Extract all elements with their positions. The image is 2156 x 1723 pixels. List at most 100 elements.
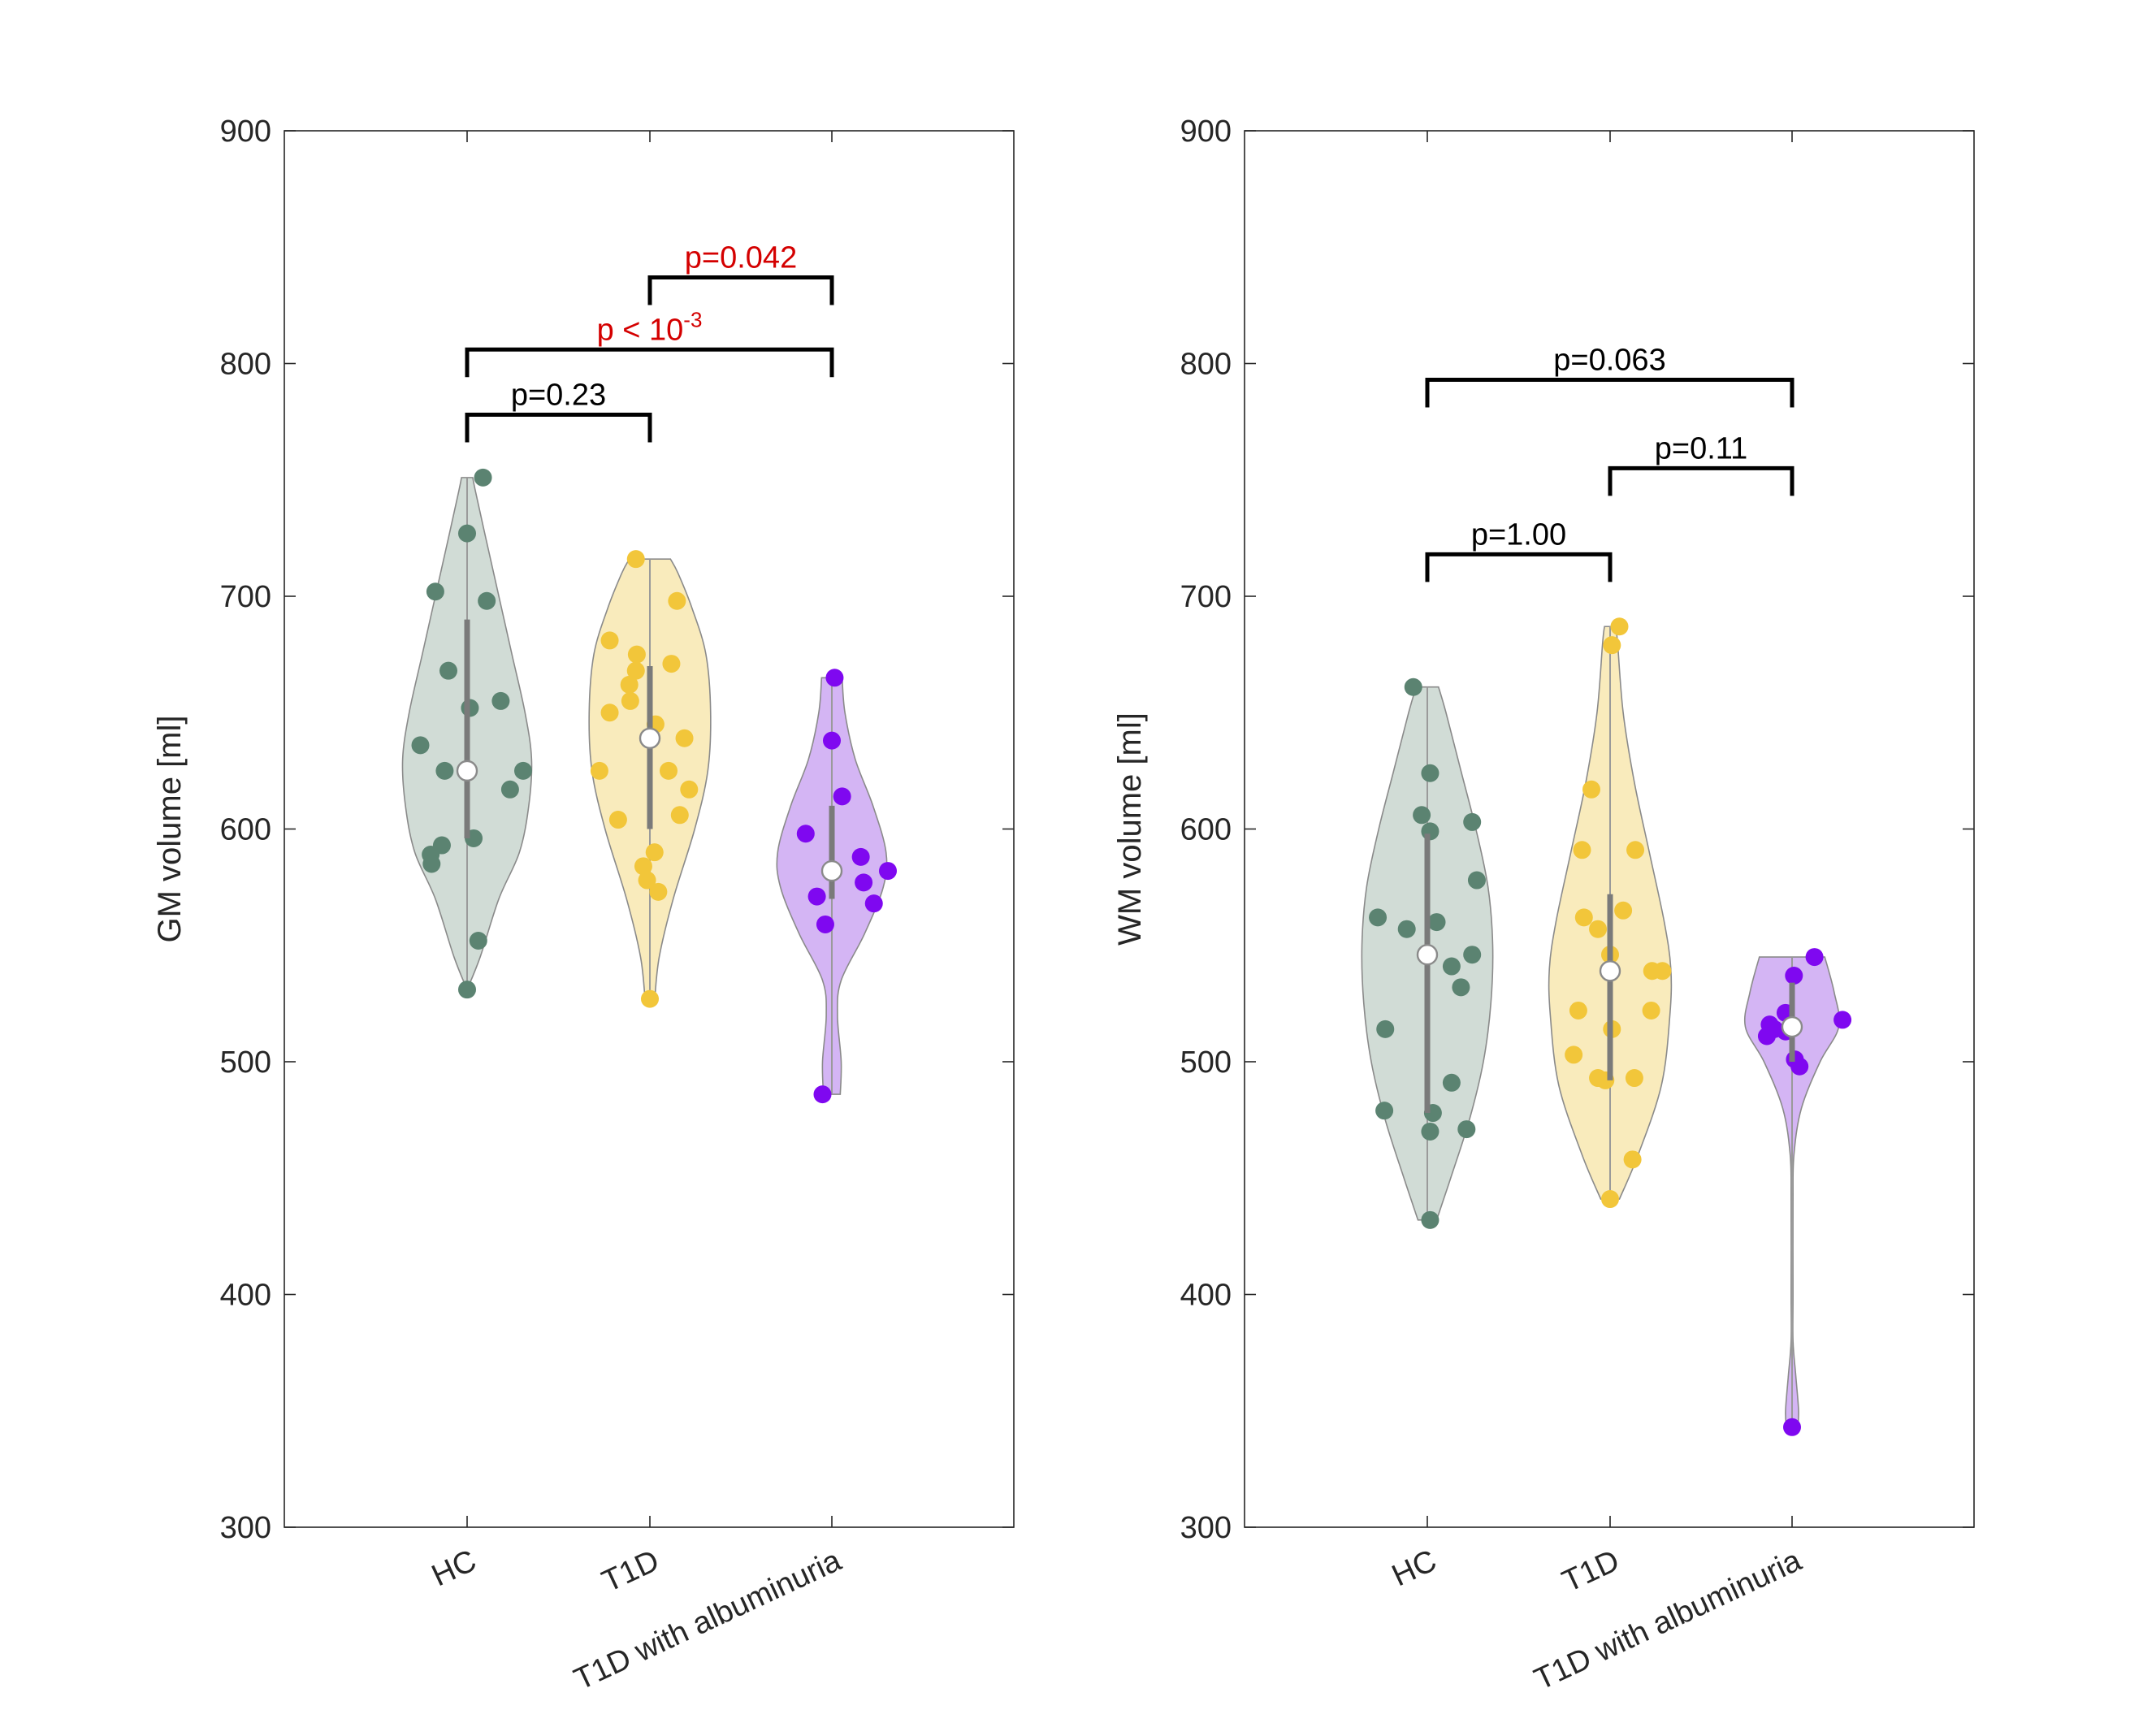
data-point — [833, 787, 851, 806]
data-point — [1783, 1418, 1801, 1436]
p-value-label: p=0.042 — [685, 240, 797, 275]
x-category-label-2: T1D — [597, 1543, 665, 1599]
x-category-label-1: HC — [426, 1543, 481, 1593]
data-point — [435, 761, 454, 780]
data-point — [1421, 1122, 1439, 1141]
y-tick-label: 500 — [220, 1045, 271, 1080]
y-tick-label: 700 — [1180, 580, 1232, 614]
data-point — [411, 736, 430, 755]
p-value-label: p=0.23 — [511, 379, 606, 413]
y-tick-label: 600 — [1180, 813, 1232, 847]
bracket-line — [465, 413, 652, 443]
p-value-label: p=0.063 — [1553, 344, 1665, 378]
violin-group-2 — [588, 550, 712, 1008]
data-point — [1642, 1001, 1660, 1020]
p-value-label: p=0.11 — [1655, 431, 1747, 465]
data-point — [458, 524, 476, 543]
y-tick-label: 400 — [220, 1279, 271, 1313]
data-point — [1565, 1045, 1583, 1064]
p-value-base: p < 10 — [597, 313, 684, 347]
panel-1: 300 400 500 600 700 800 900 GM volume [ml] HC T1D… — [152, 115, 1015, 1697]
x-category-label-2: T1D — [1557, 1543, 1625, 1599]
data-point — [1601, 1190, 1619, 1209]
y-tick-label: 700 — [220, 580, 271, 614]
data-point — [1427, 913, 1446, 932]
data-point — [823, 731, 841, 750]
data-point — [1589, 920, 1608, 938]
data-point — [1467, 871, 1486, 890]
data-point — [1785, 966, 1803, 985]
data-point — [855, 873, 873, 892]
data-point — [469, 932, 487, 950]
data-point — [675, 729, 694, 747]
data-point — [638, 871, 656, 890]
data-point — [620, 675, 639, 694]
y-axis-label: WM volume [ml] — [1112, 712, 1148, 946]
comparison-bracket-2: p < 10-3 — [465, 307, 834, 378]
data-point — [1833, 1011, 1852, 1029]
data-point — [879, 862, 897, 881]
y-tick-label: 900 — [1180, 115, 1232, 149]
data-point — [825, 669, 844, 687]
data-point — [1404, 678, 1422, 696]
data-point — [1569, 1001, 1587, 1020]
comparison-bracket-3: p=0.063 — [1425, 344, 1795, 408]
comparison-bracket-1: p=0.23 — [465, 379, 652, 443]
violin-median-marker — [639, 727, 661, 749]
data-point — [514, 761, 532, 780]
y-tick-label: 300 — [1180, 1511, 1232, 1545]
data-point — [422, 855, 441, 873]
violin-group-1 — [401, 468, 533, 999]
data-point — [1442, 957, 1461, 976]
y-tick-label: 500 — [1180, 1045, 1232, 1080]
y-tick-label: 900 — [220, 115, 271, 149]
data-point — [1610, 617, 1629, 636]
p-value-exponent: -3 — [683, 307, 702, 331]
data-point — [608, 811, 627, 829]
data-point — [851, 847, 870, 866]
data-point — [1457, 1120, 1476, 1139]
violin-median-marker — [1416, 944, 1439, 966]
data-point — [796, 825, 815, 843]
data-point — [1397, 920, 1416, 938]
data-point — [491, 691, 510, 710]
y-tick-label: 600 — [220, 813, 271, 847]
data-point — [1375, 1102, 1394, 1120]
y-tick-label: 300 — [220, 1511, 271, 1545]
data-point — [626, 661, 645, 680]
data-point — [813, 1085, 832, 1104]
data-point — [1573, 841, 1591, 859]
y-axis-label: GM volume [ml] — [152, 715, 188, 942]
data-point — [1376, 1020, 1395, 1038]
data-point — [600, 703, 619, 722]
data-point — [478, 591, 496, 610]
data-point — [1442, 1073, 1461, 1092]
data-point — [864, 894, 883, 913]
data-point — [627, 645, 646, 664]
data-point — [1805, 948, 1824, 967]
data-point — [680, 780, 699, 799]
data-point — [645, 843, 664, 862]
data-point — [660, 761, 678, 780]
data-point — [641, 989, 659, 1008]
bracket-line — [1425, 552, 1613, 582]
data-point — [1757, 1027, 1776, 1045]
bracket-line — [465, 347, 834, 378]
y-tick-label: 400 — [1180, 1279, 1232, 1313]
data-point — [1413, 806, 1431, 825]
data-point — [1369, 908, 1388, 927]
data-point — [649, 882, 668, 901]
data-point — [1421, 1210, 1439, 1229]
data-point — [1582, 780, 1600, 799]
data-point — [1574, 908, 1593, 927]
data-point — [1463, 812, 1482, 831]
data-point — [1790, 1057, 1809, 1076]
data-point — [662, 655, 681, 673]
data-point — [1623, 1150, 1642, 1169]
violin-median-marker — [1599, 960, 1621, 982]
p-value-label: p=1.00 — [1471, 517, 1566, 552]
data-point — [807, 887, 826, 906]
x-category-label-1: HC — [1387, 1543, 1441, 1593]
data-point — [626, 550, 645, 569]
